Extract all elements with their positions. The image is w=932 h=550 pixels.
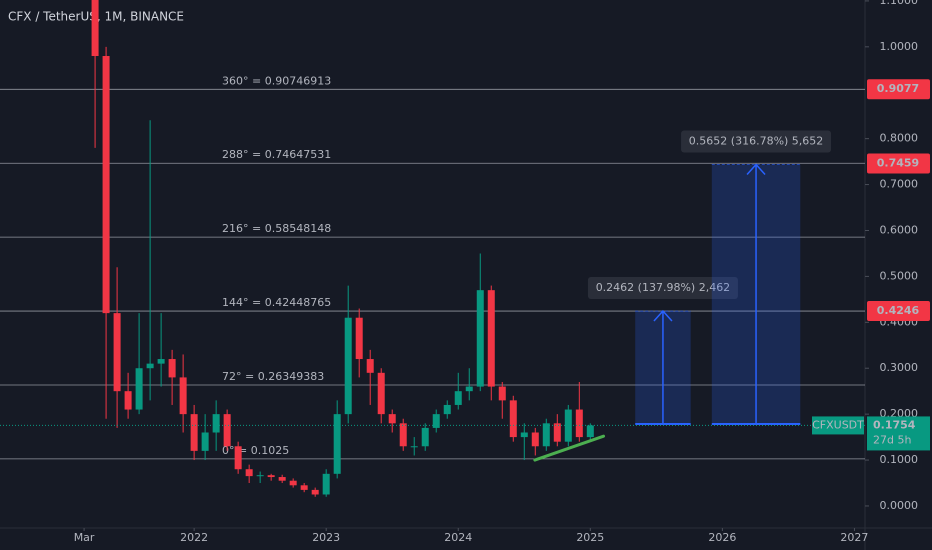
candle-body — [542, 423, 550, 447]
measure-label-bg — [587, 277, 738, 300]
candle-body — [256, 475, 264, 477]
candle-body — [289, 480, 297, 486]
candle-body — [300, 485, 308, 490]
level-label: 288° = 0.74647531 — [222, 148, 331, 161]
candle-body — [179, 377, 187, 415]
x-tick-label: 2023 — [312, 531, 340, 544]
trendline — [533, 434, 606, 462]
last-price-bg — [867, 416, 930, 451]
candle-body — [487, 290, 495, 387]
candle-body — [344, 317, 352, 415]
candle-body — [135, 368, 143, 410]
candle-body — [509, 400, 517, 438]
measure-arrow — [746, 163, 766, 425]
y-tick-label: 0.1000 — [880, 453, 919, 466]
candle-body — [498, 386, 506, 401]
candle-body — [454, 391, 462, 405]
candle-body — [553, 423, 561, 442]
level-label: 360° = 0.90746913 — [222, 74, 331, 87]
candle-body — [91, 0, 99, 57]
y-tick-label: 0.7000 — [880, 178, 919, 191]
candle-body — [333, 414, 341, 474]
candle-body — [190, 414, 198, 451]
price-label: 0.4246 — [877, 304, 920, 317]
level-label: 0° = 0.1025 — [222, 444, 289, 457]
level-label: 72° = 0.26349383 — [222, 370, 324, 383]
level-label: 144° = 0.42448765 — [222, 296, 331, 309]
candle-body — [388, 414, 396, 424]
candle-body — [465, 386, 473, 392]
candle-body — [201, 432, 209, 451]
x-tick-label: 2024 — [444, 531, 472, 544]
y-tick-label: 0.5000 — [880, 269, 919, 282]
y-tick-label: 1.1000 — [880, 0, 919, 7]
candle-body — [476, 290, 484, 387]
candle-body — [146, 363, 154, 369]
candle-body — [245, 469, 253, 477]
y-tick-label: 0.6000 — [880, 223, 919, 236]
candle-body — [377, 372, 385, 415]
price-label: 0.9077 — [877, 82, 919, 95]
candle-body — [124, 391, 132, 410]
candle-body — [443, 404, 451, 415]
measure-label-bg — [681, 130, 832, 153]
candle-body — [311, 489, 319, 495]
x-tick-label: 2027 — [840, 531, 868, 544]
price-label: 0.7459 — [877, 156, 919, 169]
price-label-bg — [867, 153, 930, 174]
countdown-label: 27d 5h — [873, 433, 911, 446]
candle-body — [520, 432, 528, 438]
candle-body — [355, 317, 363, 360]
candle-body — [212, 414, 220, 433]
candle-body — [113, 313, 121, 392]
candle-body — [157, 359, 165, 364]
candle-body — [531, 432, 539, 447]
x-tick-label: Mar — [74, 531, 95, 544]
candle-body — [366, 359, 374, 373]
measure-label: 0.5652 (316.78%) 5,652 — [689, 135, 824, 148]
y-tick-label: 0.8000 — [880, 132, 919, 145]
candle-body — [410, 446, 418, 448]
candle-body — [575, 409, 583, 438]
x-tick-label: 2025 — [576, 531, 604, 544]
candle-body — [234, 446, 242, 470]
candle-body — [278, 477, 286, 481]
x-tick-label: 2022 — [180, 531, 208, 544]
candle-body — [586, 425, 594, 438]
price-label-bg — [867, 79, 930, 100]
price-label-bg — [867, 301, 930, 322]
symbol-label: CFXUSDT — [812, 418, 864, 431]
candle-body — [421, 427, 429, 447]
measure-label: 0.2462 (137.98%) 2,462 — [596, 281, 731, 294]
candle-body — [267, 475, 275, 478]
x-tick-label: 2026 — [708, 531, 736, 544]
candle-body — [102, 56, 110, 314]
candle-body — [223, 414, 231, 447]
measure-arrow — [653, 309, 673, 425]
candle-body — [399, 423, 407, 447]
y-tick-label: 1.0000 — [880, 40, 919, 53]
candle-body — [168, 359, 176, 378]
candle-body — [564, 409, 572, 442]
y-tick-label: 0.0000 — [880, 499, 919, 512]
y-tick-label: 0.3000 — [880, 361, 919, 374]
candle-body — [432, 414, 440, 428]
candle-body — [322, 473, 330, 495]
symbol-label-bg — [812, 416, 864, 435]
last-price-label: 0.1754 — [873, 418, 916, 431]
level-label: 216° = 0.58548148 — [222, 222, 331, 235]
